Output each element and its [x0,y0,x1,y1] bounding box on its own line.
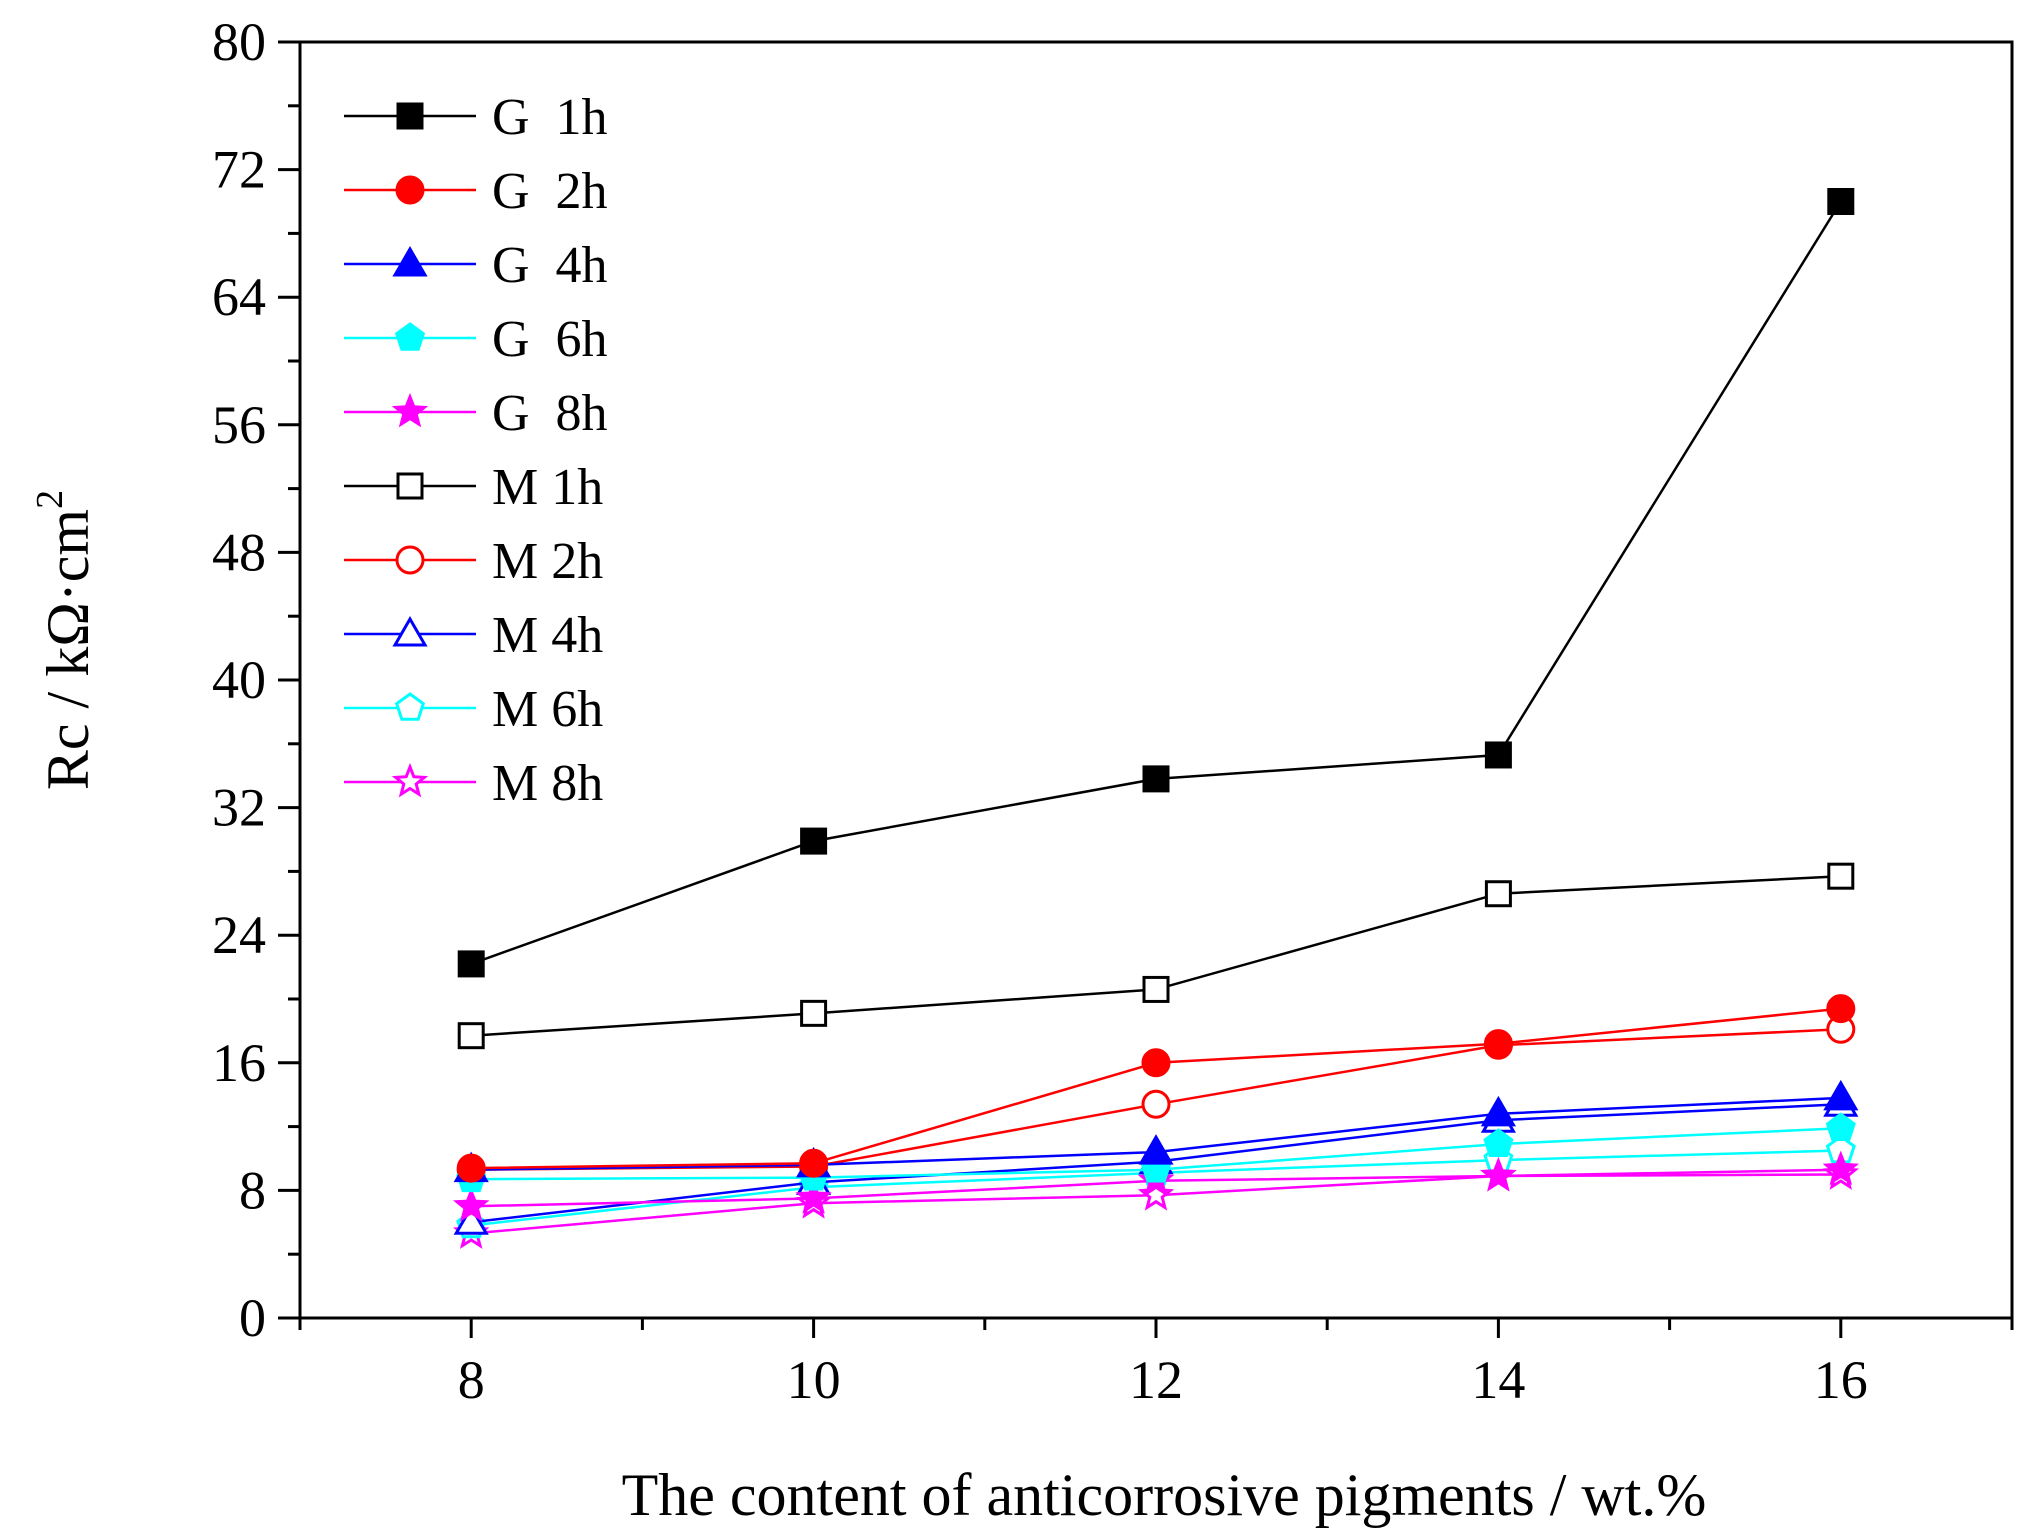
data-point [800,999,828,1027]
series-line [471,874,1841,1037]
series-m-1h [457,862,1855,1050]
legend-marker [392,245,428,277]
legend-item: G 2h [344,163,608,220]
legend-marker [394,322,426,351]
data-point [1142,975,1170,1003]
data-point [1484,880,1512,908]
legend-item: M 1h [344,459,603,516]
axes: 0 8 16 24 32 40 48 56 64 72 80 8 10 12 14 16 [212,12,2014,1410]
data-point [457,1022,485,1050]
y-tick-label: 24 [212,905,266,965]
legend-marker [396,102,424,130]
data-point [453,1204,489,1235]
y-tick-label: 16 [212,1033,266,1093]
y-tick-label: 56 [212,395,266,455]
data-point [1483,1128,1514,1157]
data-point [795,1179,832,1214]
legend-label: G 4h [492,237,608,294]
y-tick-label: 0 [239,1288,266,1348]
series-layer [452,188,1860,1249]
legend-label: G 1h [492,89,608,146]
data-point [799,1148,829,1178]
y-axis-label: Rc / kΩ·cm2 [29,490,101,790]
data-point [1483,1029,1513,1059]
plot-frame [298,40,2014,1320]
x-tick-label: 10 [787,1350,841,1410]
y-tick-label: 64 [212,267,266,327]
data-point [1825,1112,1856,1141]
series-g-2h [456,994,1856,1183]
data-point [1823,1079,1859,1111]
legend-label: G 8h [492,385,608,442]
data-point [1141,1089,1171,1119]
data-point [800,827,828,855]
y-tick-label: 48 [212,522,266,582]
data-point [1137,1176,1175,1211]
legend-label: M 6h [492,681,603,738]
data-point [457,950,485,978]
data-point [1480,1156,1517,1192]
legend-marker [394,692,426,721]
data-point [1827,188,1855,215]
legend-label: M 2h [492,533,603,590]
series-line [470,200,1842,966]
legend-marker [396,472,424,500]
legend-item: M 8h [344,755,603,812]
data-point [1141,1048,1171,1078]
legend: G 1h G 2h G 4h G 6h G 8h M 1h M 2h M 4h M 6h M 8h [344,89,608,812]
data-point [1142,765,1170,793]
x-tick-label: 14 [1471,1350,1525,1410]
legend-label: M 8h [492,755,603,812]
legend-item: G 6h [344,311,608,368]
legend-label: M 1h [492,459,603,516]
series-g-1h [457,188,1855,978]
data-point [456,1153,486,1183]
y-tick-label: 8 [239,1160,266,1220]
y-tick-label: 80 [212,12,266,72]
data-point [452,1187,490,1222]
y-axis-label-main: Rc / kΩ·cm [35,509,101,790]
x-tick-label: 12 [1129,1350,1183,1410]
data-point [1827,862,1855,890]
legend-item: G 1h [344,89,608,146]
legend-marker [391,392,429,428]
legend-label: G 6h [492,311,608,368]
data-point [1138,1134,1174,1165]
legend-label: M 4h [492,607,603,664]
legend-marker [395,545,425,575]
legend-marker [395,175,425,205]
x-tick-label: 16 [1814,1350,1868,1410]
data-point [1822,1150,1860,1186]
legend-label: G 2h [492,163,608,220]
legend-marker [391,762,429,798]
y-tick-label: 32 [212,778,266,838]
legend-item: G 4h [344,237,608,294]
legend-item: M 6h [344,681,603,738]
y-axis-label-superscript: 2 [29,490,71,509]
legend-item: M 4h [344,607,603,664]
data-point [1480,1095,1516,1127]
legend-item: M 2h [344,533,603,590]
x-tick-label: 8 [458,1350,485,1410]
y-tick-label: 40 [212,650,266,710]
y-tick-label: 72 [212,140,266,200]
data-point [1826,994,1856,1024]
legend-marker [392,615,428,647]
data-point [1484,741,1512,769]
x-axis-label: The content of anticorrosive pigments / … [622,1462,1707,1528]
legend-item: G 8h [344,385,608,442]
